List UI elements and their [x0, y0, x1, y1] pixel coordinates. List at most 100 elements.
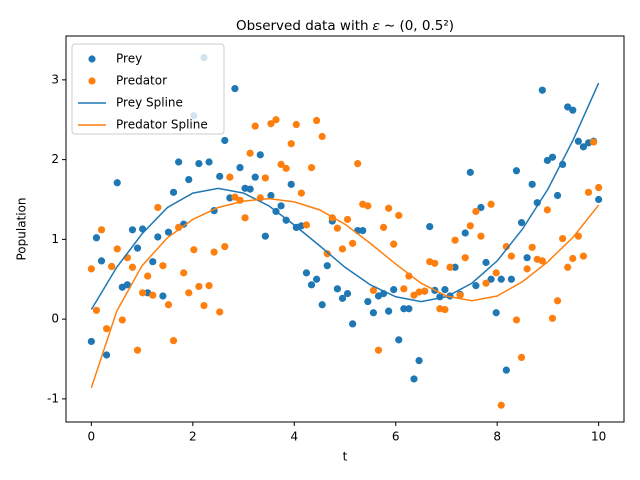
data-point — [149, 291, 157, 299]
data-point — [118, 316, 126, 324]
legend-marker — [88, 55, 96, 63]
data-point — [482, 258, 490, 267]
data-point — [261, 174, 269, 182]
data-point — [369, 286, 378, 295]
plot-frame — [65, 35, 625, 423]
data-point — [333, 285, 341, 293]
data-point — [502, 366, 510, 374]
data-point — [205, 282, 213, 290]
data-point — [318, 132, 326, 141]
data-point — [128, 263, 137, 271]
data-point — [579, 143, 588, 151]
data-point — [482, 279, 490, 287]
data-point — [497, 275, 505, 283]
data-point — [272, 116, 280, 124]
data-point — [451, 263, 459, 271]
data-point — [246, 149, 254, 157]
data-point — [246, 185, 254, 193]
data-point — [461, 229, 469, 237]
data-point — [441, 286, 449, 294]
data-point — [113, 245, 121, 253]
data-point — [175, 158, 183, 166]
data-point — [292, 120, 300, 129]
data-point — [333, 224, 341, 232]
data-point — [538, 257, 546, 265]
data-point — [97, 257, 106, 265]
data-point — [236, 163, 244, 172]
data-point — [492, 309, 500, 317]
data-point — [559, 234, 567, 243]
data-point — [543, 206, 552, 214]
data-point — [390, 240, 398, 248]
data-point — [574, 137, 582, 145]
data-point — [533, 199, 541, 207]
data-point — [369, 309, 378, 317]
data-point — [385, 204, 393, 212]
data-point — [374, 346, 383, 354]
data-point — [123, 281, 131, 289]
data-point — [400, 305, 408, 313]
data-point — [426, 223, 434, 231]
data-point — [472, 282, 480, 290]
data-point — [359, 226, 367, 235]
legend-label: Prey — [116, 52, 142, 66]
data-point — [102, 351, 111, 359]
data-point — [159, 292, 167, 300]
y-tick-label: 0 — [51, 312, 59, 326]
data-point — [410, 375, 418, 383]
data-point — [343, 215, 352, 224]
data-point — [343, 289, 352, 298]
data-point — [210, 248, 218, 256]
data-point — [221, 136, 229, 145]
data-point — [312, 116, 321, 125]
data-point — [180, 269, 188, 277]
data-point — [261, 232, 269, 240]
data-point — [185, 175, 193, 184]
legend-label: Predator Spline — [116, 118, 208, 132]
x-tick-label: 4 — [290, 430, 298, 444]
data-point — [338, 294, 347, 302]
y-tick-label: 2 — [51, 152, 59, 166]
data-point — [415, 356, 423, 365]
data-point — [216, 172, 224, 180]
legend-box — [71, 43, 225, 135]
x-tick-label: 10 — [591, 430, 606, 444]
data-point — [466, 222, 474, 230]
data-point — [138, 289, 147, 297]
data-point — [512, 167, 521, 175]
data-point — [251, 173, 259, 181]
data-point — [472, 207, 480, 216]
data-point — [221, 242, 229, 251]
data-point — [97, 226, 106, 234]
data-point — [154, 233, 162, 241]
data-point — [564, 263, 572, 271]
data-point — [441, 305, 449, 314]
data-point — [323, 250, 331, 258]
data-point — [497, 401, 505, 409]
data-point — [226, 173, 234, 181]
data-point — [517, 219, 526, 227]
data-point — [553, 191, 562, 200]
data-point — [144, 272, 152, 280]
data-point — [400, 285, 408, 293]
data-point — [512, 316, 521, 324]
data-point — [523, 265, 531, 273]
data-point — [405, 272, 413, 280]
data-point — [200, 301, 208, 310]
data-point — [379, 223, 388, 232]
data-point — [461, 254, 469, 262]
data-point — [195, 160, 203, 168]
data-point — [548, 314, 557, 322]
data-point — [364, 297, 372, 306]
data-point — [102, 325, 111, 333]
data-point — [349, 239, 357, 247]
data-point — [589, 138, 598, 146]
data-point — [312, 275, 321, 283]
x-tick-label: 8 — [493, 430, 501, 444]
data-point — [302, 221, 311, 229]
data-point — [287, 180, 295, 188]
data-point — [231, 85, 239, 93]
y-axis-label: Population — [15, 197, 29, 260]
data-point — [446, 263, 454, 271]
